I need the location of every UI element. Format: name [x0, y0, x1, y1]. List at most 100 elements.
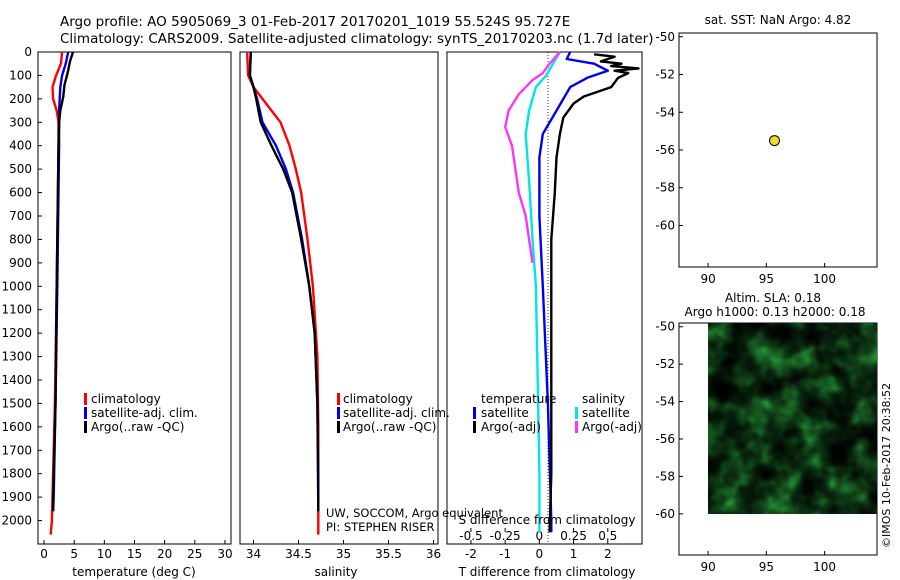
sst-map-frame: [678, 32, 878, 268]
legend-label-s-argo: Argo(-adj): [582, 420, 642, 434]
depth-tick-label: 1600: [1, 420, 32, 434]
depth-tick-label: 700: [9, 209, 32, 223]
latitude-tick-label: -56: [655, 432, 675, 446]
sla-longitude-axis: 90 95 100: [700, 551, 836, 574]
longitude-tick-label: 90: [700, 560, 715, 574]
depth-tick-label: 600: [9, 186, 32, 200]
series-line-climatology: [246, 51, 320, 535]
depth-tick-label: 1000: [1, 279, 32, 293]
temperature-tick-label: 0: [40, 547, 48, 561]
depth-tick-label: 300: [9, 115, 32, 129]
figure-title-line2: Climatology: CARS2009. Satellite-adjuste…: [60, 31, 653, 47]
longitude-tick-label: 95: [759, 560, 774, 574]
depth-tick-label: 1400: [1, 373, 32, 387]
legend-swatch-satellite: [337, 407, 340, 419]
difference-lines: [504, 51, 640, 533]
t-difference-tick-label: 0: [536, 547, 544, 561]
depth-tick-label: 0: [24, 45, 32, 59]
latitude-tick-label: -56: [655, 143, 675, 157]
s-difference-tick-label: -0.5: [459, 529, 482, 543]
imos-credit: ©IMOS 10-Feb-2017 20:38:52: [880, 383, 893, 548]
legend-swatch-t-argo: [473, 421, 476, 433]
legend-label-climatology: climatology: [343, 392, 413, 406]
latitude-tick-label: -52: [655, 68, 675, 82]
temperature-x-axis: 0 5 10 15 20 25 30: [40, 540, 233, 561]
temperature-tick-label: 15: [127, 547, 142, 561]
salinity-lines: [246, 51, 320, 535]
series-line-t-satellite: [538, 51, 609, 533]
latitude-tick-label: -58: [655, 469, 675, 483]
temperature-tick-label: 20: [157, 547, 172, 561]
legend-swatch-argo: [337, 421, 340, 433]
sst-map-panel: sat. SST: NaN Argo: 4.82 90 95 100 -50 -52 -…: [655, 13, 878, 286]
latitude-tick-label: -60: [655, 507, 675, 521]
series-line-s-satellite: [524, 51, 561, 533]
series-line-argo-raw-qc: [51, 51, 75, 512]
latitude-tick-label: -52: [655, 357, 675, 371]
salinity-tick-label: 34: [246, 547, 261, 561]
longitude-tick-label: 100: [813, 560, 836, 574]
legend-label-climatology: climatology: [91, 392, 161, 406]
latitude-tick-label: -50: [655, 320, 675, 334]
series-line-argo-raw-qc: [248, 51, 320, 512]
sla-latitude-axis: -50 -52 -54 -56 -58 -60: [655, 320, 683, 521]
temperature-lines: [49, 51, 75, 535]
salinity-tick-label: 35: [336, 547, 351, 561]
depth-tick-label: 1200: [1, 326, 32, 340]
series-line-t-argo: [548, 53, 640, 533]
latitude-tick-label: -54: [655, 105, 675, 119]
depth-axis: 0 100 200 300 400 500 600 700 800 900 1000 1100 1200…: [1, 45, 42, 528]
legend-swatch-s-argo: [575, 421, 578, 433]
salinity-legend: climatology satellite-adj. clim. Argo(..…: [337, 392, 450, 434]
sst-map-title: sat. SST: NaN Argo: 4.82: [705, 13, 852, 27]
temperature-tick-label: 25: [187, 547, 202, 561]
legend-label-s-satellite: satellite: [582, 406, 630, 420]
sst-longitude-axis: 90 95 100: [700, 263, 836, 286]
depth-tick-label: 900: [9, 256, 32, 270]
t-difference-tick-label: 1: [570, 547, 578, 561]
salinity-tick-label: 34.5: [285, 547, 312, 561]
depth-tick-label: 1300: [1, 350, 32, 364]
legend-label-argo: Argo(..raw -QC): [91, 420, 184, 434]
temperature-panel: 0100200300400500600700800900100011001200…: [1, 45, 232, 579]
latitude-tick-label: -54: [655, 395, 675, 409]
longitude-tick-label: 90: [700, 272, 715, 286]
s-difference-tick-label: 0.25: [560, 529, 587, 543]
legend-swatch-t-satellite: [473, 407, 476, 419]
salinity-xlabel: salinity: [314, 565, 357, 579]
sla-title-line1: Altim. SLA: 0.18: [725, 291, 821, 305]
legend-swatch-satellite: [84, 407, 87, 419]
legend-swatch-climatology: [337, 393, 340, 405]
sla-map-panel: Altim. SLA: 0.18 Argo h1000: 0.13 h2000:…: [655, 291, 878, 574]
argo-location-marker: [769, 135, 781, 147]
depth-tick-label: 1100: [1, 303, 32, 317]
temperature-tick-label: 10: [97, 547, 112, 561]
t-difference-x-axis: -2 -1 0 1 2: [465, 540, 612, 561]
legend-label-t-argo: Argo(-adj): [481, 420, 541, 434]
s-difference-label: S difference from climatology: [459, 513, 636, 527]
difference-axes-frame: [446, 51, 643, 545]
depth-tick-label: 800: [9, 232, 32, 246]
depth-tick-label: 1700: [1, 443, 32, 457]
difference-legend: temperature salinity satellite Argo(-adj…: [473, 392, 642, 434]
latitude-tick-label: -60: [655, 218, 675, 232]
depth-tick-label: 500: [9, 162, 32, 176]
legend-swatch-s-satellite: [575, 407, 578, 419]
latitude-tick-label: -50: [655, 30, 675, 44]
depth-tick-label: 200: [9, 92, 32, 106]
legend-swatch-argo: [84, 421, 87, 433]
depth-tick-label: 400: [9, 139, 32, 153]
s-difference-tick-label: -0.25: [490, 529, 521, 543]
salinity-tick-label: 35.5: [375, 547, 402, 561]
t-difference-tick-label: -1: [499, 547, 511, 561]
depth-tick-label: 2000: [1, 514, 32, 528]
legend-title-temperature: temperature: [481, 392, 556, 406]
temperature-legend: climatology satellite-adj. clim. Argo(..…: [84, 392, 198, 434]
temperature-tick-label: 30: [217, 547, 232, 561]
float-annotation: UW, SOCCOM, Argo equivalent: [326, 506, 503, 520]
sst-map-points: [769, 135, 781, 147]
salinity-tick-label: 36: [426, 547, 441, 561]
depth-tick-label: 100: [9, 68, 32, 82]
depth-tick-label: 1900: [1, 490, 32, 504]
temperature-xlabel: temperature (deg C): [72, 565, 195, 579]
